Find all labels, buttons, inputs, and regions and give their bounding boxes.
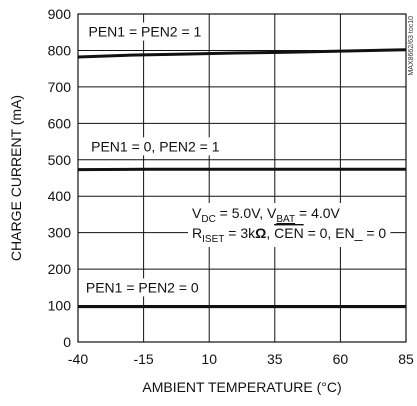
x-tick-label: 85 (398, 351, 414, 367)
figure-id-watermark: MAX8662/63 toc10 (408, 16, 415, 76)
vbat-value: = 4.0V (295, 205, 340, 221)
x-tick-label: 35 (267, 351, 283, 367)
riset-subscript: ISET (202, 234, 224, 245)
vdc-value: = 5.0V, V (216, 205, 277, 221)
y-tick-label: 400 (48, 188, 72, 204)
y-tick-label: 800 (48, 42, 72, 58)
cen-signal: CEN (274, 225, 304, 241)
cen-en-value: = 0, EN_ = 0 (304, 225, 387, 241)
y-tick-label: 200 (48, 261, 72, 277)
riset-symbol: R (192, 225, 202, 241)
separator: , (266, 225, 274, 241)
ohm-symbol: Ω (255, 225, 266, 241)
vdc-subscript: DC (201, 214, 215, 225)
vbat-subscript: BAT (276, 214, 295, 225)
x-axis-title: AMBIENT TEMPERATURE (°C) (142, 379, 341, 395)
series-layer (78, 50, 406, 307)
y-axis-title: CHARGE CURRENT (mA) (8, 95, 24, 261)
series-label: PEN1 = PEN2 = 0 (86, 279, 199, 295)
y-tick-label: 500 (48, 152, 72, 168)
tick-labels: -40 -15 10 35 60 85 0 100 200 300 400 500 600 700 800 9… (48, 6, 414, 367)
y-tick-label: 300 (48, 225, 72, 241)
riset-value: = 3k (224, 225, 256, 241)
y-tick-label: 600 (48, 115, 72, 131)
condition-annotation: VDC = 5.0V, VBAT = 4.0V RISET = 3kΩ, CEN… (188, 203, 390, 247)
y-tick-label: 0 (63, 334, 71, 350)
x-tick-label: 10 (201, 351, 217, 367)
x-tick-label: -40 (68, 351, 88, 367)
y-tick-label: 700 (48, 79, 72, 95)
x-tick-label: -15 (133, 351, 153, 367)
series-label: PEN1 = 0, PEN2 = 1 (91, 138, 220, 154)
y-tick-label: 100 (48, 298, 72, 314)
x-tick-label: 60 (333, 351, 349, 367)
series-label: PEN1 = PEN2 = 1 (88, 24, 201, 40)
y-tick-label: 900 (48, 6, 72, 22)
